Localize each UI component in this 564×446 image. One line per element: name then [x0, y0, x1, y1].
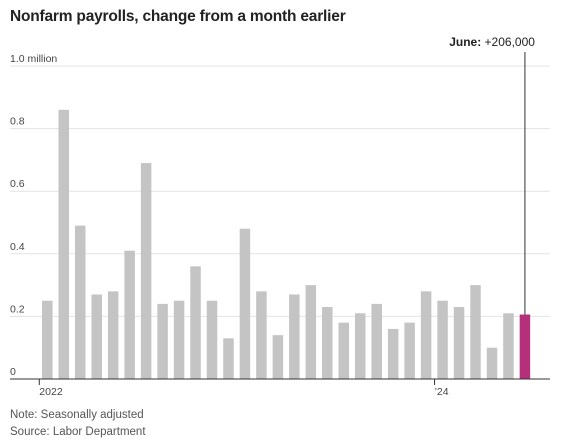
- chart-notes: Note: Seasonally adjusted Source: Labor …: [10, 407, 146, 441]
- bar: [223, 338, 234, 379]
- bar: [305, 285, 317, 379]
- bar: [42, 300, 53, 379]
- bar-chart: 0 0.2 0.4 0.6 0.8 1.0 million 2022 ’24 June: +20…: [10, 35, 550, 398]
- bar: [486, 347, 498, 379]
- bar: [239, 228, 251, 379]
- note-text: Note: Seasonally adjusted: [10, 409, 144, 421]
- y-tick-label: 0.8: [10, 116, 25, 128]
- callout-label: June: +206,000: [449, 35, 535, 49]
- bar: [74, 225, 86, 379]
- chart-title: Nonfarm payrolls, change from a month ea…: [10, 8, 346, 25]
- x-tick-label: 2022: [39, 386, 63, 398]
- bar: [387, 328, 399, 379]
- x-tick-label: ’24: [435, 386, 449, 398]
- bar: [404, 322, 415, 379]
- bar: [190, 266, 201, 379]
- bar: [503, 313, 514, 379]
- bar: [107, 291, 119, 379]
- bar: [437, 300, 448, 379]
- bar: [140, 163, 152, 379]
- highlighted-bar: [519, 314, 531, 379]
- bar: [173, 300, 185, 379]
- y-tick-label: 1.0 million: [10, 53, 57, 65]
- bar: [453, 307, 465, 379]
- bar: [322, 307, 333, 379]
- source-text: Source: Labor Department: [10, 426, 146, 438]
- bar: [157, 303, 168, 379]
- bar: [206, 300, 218, 379]
- bar: [91, 294, 102, 379]
- bar: [58, 109, 70, 379]
- bar: [338, 322, 350, 379]
- y-tick-label: 0.2: [10, 303, 25, 315]
- y-tick-label: 0: [10, 366, 16, 378]
- bar: [124, 250, 135, 379]
- bar: [470, 285, 481, 379]
- bar: [371, 303, 382, 379]
- bar: [272, 335, 284, 379]
- y-tick-label: 0.4: [10, 241, 25, 253]
- bar: [354, 313, 366, 379]
- bar: [420, 291, 432, 379]
- y-tick-label: 0.6: [10, 178, 25, 190]
- bar: [256, 291, 267, 379]
- bar: [289, 294, 300, 379]
